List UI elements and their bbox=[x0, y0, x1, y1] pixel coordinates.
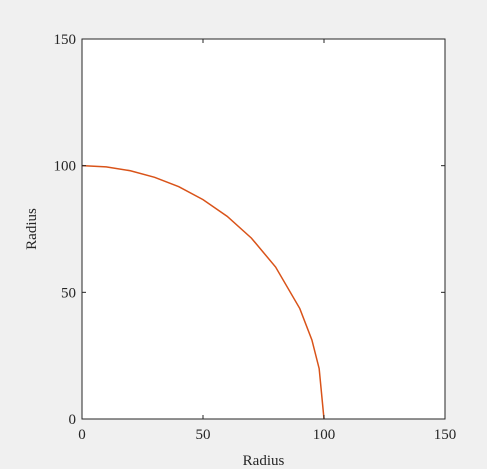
x-tick-label: 0 bbox=[78, 427, 86, 443]
x-tick-label: 150 bbox=[434, 427, 457, 443]
series-line-1 bbox=[81, 164, 325, 420]
x-tick-label: 100 bbox=[313, 427, 336, 443]
x-tick-label: 50 bbox=[196, 427, 211, 443]
x-axis-label: Radius bbox=[243, 453, 285, 469]
y-tick-label: 50 bbox=[61, 285, 76, 301]
tick-labels: 0 50 100 150 0 50 100 150 bbox=[54, 32, 457, 443]
axes-box bbox=[81, 38, 446, 420]
y-axis-label: Radius bbox=[24, 208, 40, 250]
y-tick-label: 0 bbox=[69, 412, 77, 428]
y-tick-label: 150 bbox=[54, 32, 77, 48]
plot-lines bbox=[81, 164, 325, 420]
axis-ticks bbox=[81, 38, 446, 420]
y-tick-label: 100 bbox=[54, 159, 77, 175]
axes-background bbox=[82, 39, 445, 419]
